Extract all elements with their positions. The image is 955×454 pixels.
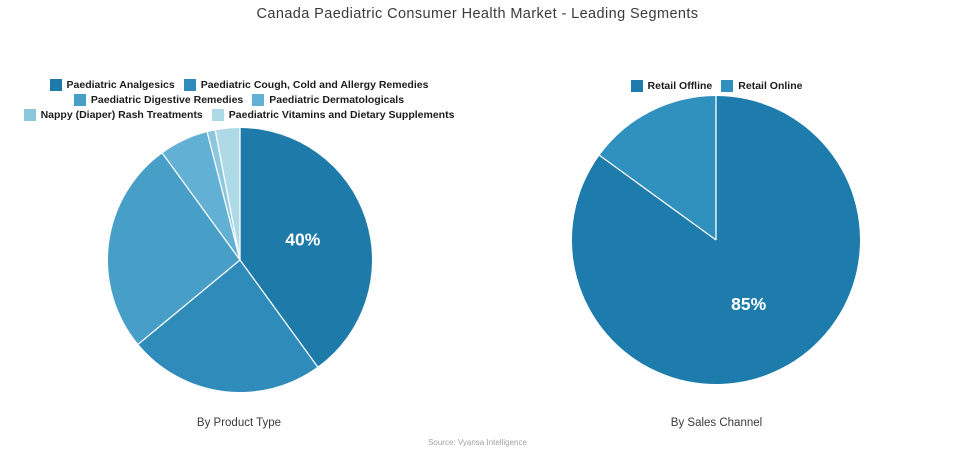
legend-row: Paediatric Digestive Remedies Paediatric … [73, 94, 404, 106]
legend-swatch [252, 94, 265, 106]
legend-label: Retail Offline [647, 80, 713, 92]
legend-item-paediatric-dermatologicals: Paediatric Dermatologicals [252, 94, 404, 106]
slice-paediatric-digestive-remedies [107, 153, 240, 345]
pie-container-product-type: 40% [107, 128, 372, 397]
legend-item-nappy-diaper-rash-treatments: Nappy (Diaper) Rash Treatments [23, 109, 203, 121]
slice-divider [206, 131, 241, 261]
legend-label: Retail Online [738, 80, 803, 92]
legend-swatch [49, 79, 62, 91]
legend-label: Paediatric Cough, Cold and Allergy Remed… [200, 79, 429, 91]
legend-item-paediatric-digestive-remedies: Paediatric Digestive Remedies [73, 94, 244, 106]
legend-swatch [73, 94, 86, 106]
pct-label-retail-offline: 85% [731, 294, 766, 314]
slice-divider [599, 154, 717, 241]
legend-label: Paediatric Analgesics [66, 79, 175, 91]
legend-item-paediatric-cough-cold-and-allergy-remedies: Paediatric Cough, Cold and Allergy Remed… [183, 79, 429, 91]
legend-swatch [211, 109, 224, 121]
slice-paediatric-cough-cold-and-allergy-remedies [138, 260, 318, 392]
legend-item-paediatric-analgesics: Paediatric Analgesics [49, 79, 175, 91]
legend-swatch [23, 109, 36, 121]
source-attribution: Source: Vyansa Intelligence [428, 438, 527, 447]
legend-label: Nappy (Diaper) Rash Treatments [40, 109, 203, 121]
legend-label: Paediatric Dermatologicals [269, 94, 405, 106]
slice-paediatric-analgesics [240, 128, 372, 367]
legend-swatch [721, 80, 734, 92]
legend-row: Nappy (Diaper) Rash Treatments Paediatric… [23, 109, 455, 121]
pie-by-product-type: 40% [107, 128, 372, 392]
legend-item-retail-online: Retail Online [721, 80, 802, 92]
caption-product-type: By Product Type [196, 417, 282, 429]
legend-sales-channel: Retail Offline Retail Online [478, 80, 955, 92]
legend-row: Retail Offline Retail Online [630, 80, 802, 92]
pct-label-paediatric-analgesics: 40% [285, 230, 320, 250]
slice-paediatric-dermatologicals [162, 132, 240, 260]
slice-divider [214, 130, 241, 261]
slice-divider [239, 259, 319, 368]
legend-label: Paediatric Vitamins and Dietary Suppleme… [228, 109, 455, 121]
pie-container-sales-channel: 85% [572, 96, 860, 389]
legend-swatch [183, 79, 196, 91]
slice-retail-online [599, 96, 716, 240]
caption-sales-channel: By Sales Channel [670, 417, 763, 429]
chart-title: Canada Paediatric Consumer Health Market… [256, 6, 699, 22]
legend-item-retail-offline: Retail Offline [630, 80, 713, 92]
legend-label: Paediatric Digestive Remedies [90, 94, 244, 106]
pie-chart-by-product-type: Paediatric Analgesics Paediatric Cough, C… [0, 79, 478, 429]
legend-row: Paediatric Analgesics Paediatric Cough, C… [49, 79, 429, 91]
slice-divider [137, 259, 241, 345]
legend-item-paediatric-vitamins-and-dietary-supplements: Paediatric Vitamins and Dietary Suppleme… [211, 109, 455, 121]
pie-by-sales-channel: 85% [572, 96, 860, 384]
slice-divider [161, 152, 241, 261]
legend-swatch [630, 80, 643, 92]
legend-product-type: Paediatric Analgesics Paediatric Cough, C… [0, 79, 478, 121]
pie-chart-by-sales-channel: Retail Offline Retail Online 85% By Sales… [478, 0, 955, 454]
